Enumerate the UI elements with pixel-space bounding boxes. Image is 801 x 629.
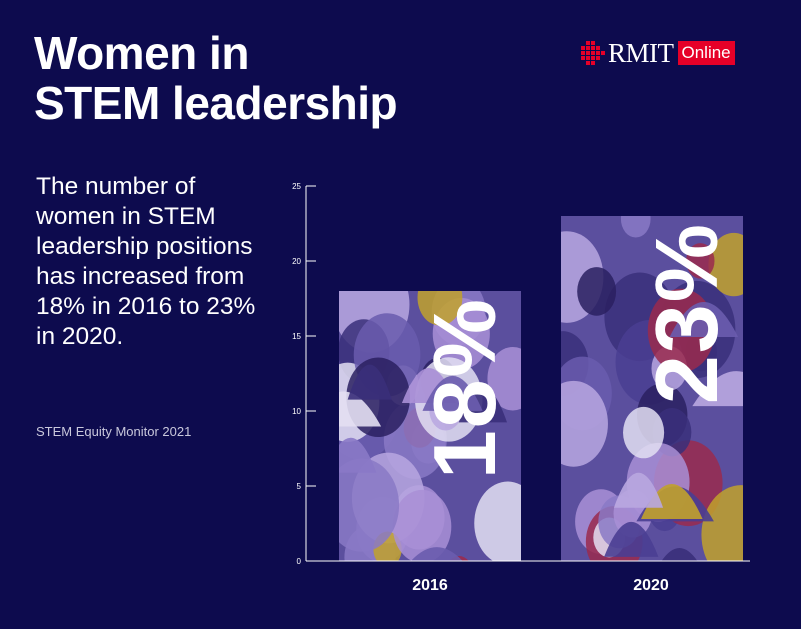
title-line-1: Women in (34, 27, 249, 79)
bar-illustration-figure (661, 548, 698, 561)
y-tick-label-5: 5 (297, 482, 302, 491)
bar-illustration-shape (577, 267, 617, 316)
bar-illustration-figure (339, 438, 377, 473)
bar-illustration-figure (604, 521, 659, 557)
rmit-online-logo: RMIT Online (578, 39, 735, 67)
bar-value-label-2016: 18% (415, 297, 514, 479)
bar-illustration-shape (620, 216, 651, 238)
logo-wordmark: RMIT (608, 38, 674, 68)
y-tick-label-20: 20 (292, 257, 301, 266)
x-tick-label-2020: 2020 (633, 577, 669, 594)
bar-illustration-shape (417, 291, 463, 326)
bar-illustration-shape (561, 380, 608, 467)
bar-illustration-figure (339, 391, 382, 427)
bar-illustration-shape (686, 243, 715, 279)
source-text: STEM Equity Monitor 2021 (36, 424, 192, 439)
bar-illustration-shape (392, 489, 452, 561)
title-line-2: STEM leadership (34, 77, 398, 129)
bar-illustration-figure (703, 581, 749, 616)
bar-illustration-shape (623, 406, 665, 459)
page-title: Women in STEM leadership (34, 27, 398, 129)
bar-illustration-shape (701, 485, 743, 561)
y-tick-label-10: 10 (292, 407, 301, 416)
bar-illustration-shape (339, 458, 400, 552)
bar-illustration-shape (487, 346, 521, 411)
logo-online-badge: Online (677, 41, 735, 65)
bar-illustration-shape (708, 232, 743, 297)
description-text: The number of women in STEM leadership p… (36, 173, 256, 350)
bar-2020 (561, 216, 749, 616)
y-tick-label-15: 15 (292, 332, 301, 341)
y-tick-label-25: 25 (292, 182, 301, 191)
bar-2016 (339, 291, 521, 561)
bar-illustration-figure (422, 375, 483, 411)
rmit-pixel-icon (581, 41, 605, 65)
bar-illustration-figure (410, 547, 463, 561)
bar-illustration-figure (692, 371, 743, 407)
bar-value-label-2020: 23% (637, 222, 736, 404)
bar-illustration-figure (613, 472, 664, 508)
x-tick-label-2016: 2016 (412, 577, 448, 594)
bar-illustration-figure (347, 364, 392, 400)
bar-illustration-shape (474, 481, 521, 561)
bar-illustration-figure (669, 302, 739, 338)
y-tick-label-0: 0 (297, 557, 302, 566)
